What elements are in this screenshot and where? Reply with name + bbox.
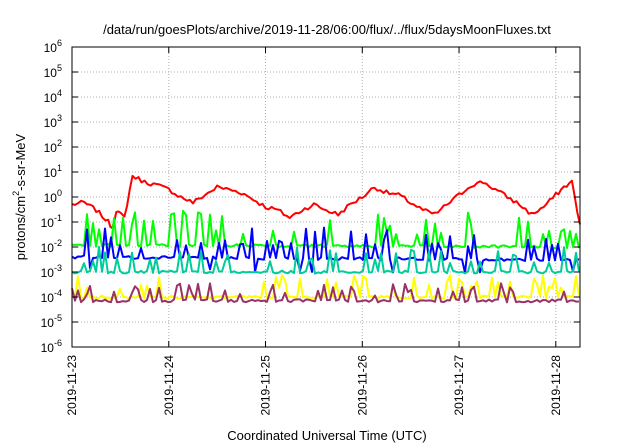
y-tick-label: 10-1 (41, 213, 62, 230)
x-tick-label: 2019-11-25 (259, 355, 273, 416)
y-tick-base: 10 (41, 316, 55, 330)
y-tick-label: 101 (44, 163, 62, 180)
y-tick-exponent: 2 (57, 138, 62, 148)
y-tick-base: 10 (41, 241, 55, 255)
y-tick-base: 10 (44, 191, 58, 205)
y-label-part-2: 2 (11, 191, 21, 196)
grid-lines (71, 47, 580, 347)
chart-title: /data/run/goesPlots/archive/2019-11-28/0… (103, 22, 551, 37)
y-axis-label: protons/cm2-s-sr-MeV (11, 133, 28, 260)
y-tick-label: 102 (44, 138, 62, 155)
y-tick-base: 10 (41, 216, 55, 230)
y-tick-exponent: -4 (54, 288, 62, 298)
series-line-6 (71, 282, 580, 304)
y-tick-base: 10 (44, 166, 58, 180)
plot-frame (71, 46, 581, 348)
series-line-1 (71, 174, 581, 230)
y-tick-label: 10-2 (41, 238, 62, 255)
y-tick-base: 10 (44, 66, 58, 80)
y-tick-label: 10-6 (41, 338, 62, 355)
series-line-4 (71, 245, 580, 275)
y-label-part-1: protons/cm (13, 196, 28, 260)
y-tick-exponent: 1 (57, 163, 62, 173)
y-tick-exponent: 4 (57, 88, 62, 98)
y-tick-base: 10 (44, 41, 58, 55)
y-tick-label: 105 (44, 63, 62, 80)
y-tick-base: 10 (44, 141, 58, 155)
y-tick-base: 10 (41, 291, 55, 305)
x-tick-label: 2019-11-28 (549, 355, 563, 416)
y-tick-base: 10 (44, 116, 58, 130)
y-tick-exponent: 3 (57, 113, 62, 123)
x-tick-label: 2019-11-23 (65, 355, 79, 416)
y-tick-exponent: -5 (54, 313, 62, 323)
y-tick-exponent: 5 (57, 63, 62, 73)
y-tick-base: 10 (41, 341, 55, 355)
x-axis-ticks: 2019-11-23 2019-11-24 2019-11-25 2019-11-26… (65, 47, 563, 416)
y-tick-exponent: -2 (54, 238, 62, 248)
y-tick-exponent: 6 (57, 38, 62, 48)
x-tick-label: 2019-11-27 (452, 355, 466, 416)
y-axis-ticks: 10-610-510-410-310-210-11001011021031041… (41, 38, 580, 355)
y-tick-base: 10 (44, 91, 58, 105)
y-tick-exponent: -6 (54, 338, 62, 348)
y-tick-exponent: -1 (54, 213, 62, 223)
y-tick-exponent: 0 (57, 188, 62, 198)
y-tick-label: 10-3 (41, 263, 62, 280)
x-axis-label: Coordinated Universal Time (UTC) (227, 428, 426, 443)
y-tick-label: 100 (44, 188, 62, 205)
y-tick-label: 103 (44, 113, 62, 130)
x-tick-label: 2019-11-24 (162, 355, 176, 416)
y-label-part-3: -s-sr-MeV (13, 133, 28, 190)
y-tick-label: 10-4 (41, 288, 62, 305)
y-tick-label: 106 (44, 38, 62, 55)
series-lines (71, 174, 581, 304)
y-tick-label: 10-5 (41, 313, 62, 330)
y-tick-exponent: -3 (54, 263, 62, 273)
y-tick-label: 104 (44, 88, 62, 105)
x-tick-label: 2019-11-26 (355, 355, 369, 416)
y-tick-base: 10 (41, 266, 55, 280)
